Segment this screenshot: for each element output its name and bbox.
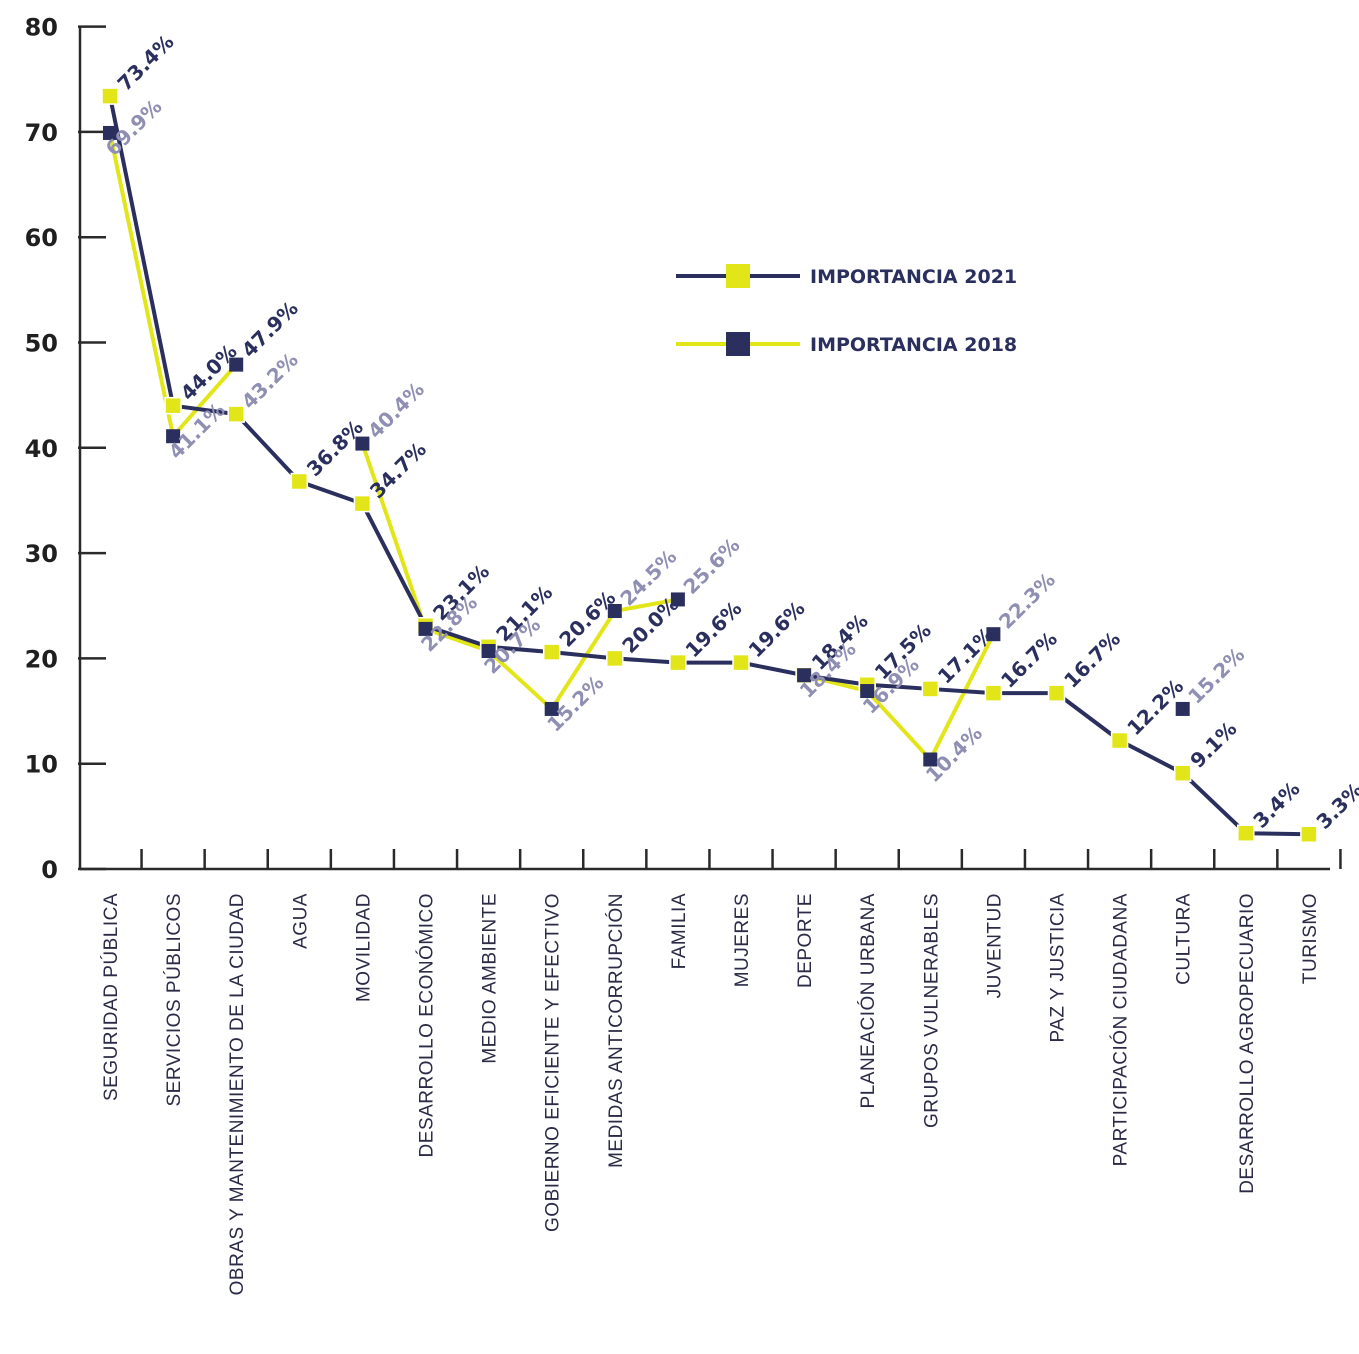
x-category-label: GRUPOS VULNERABLES [921, 893, 942, 1128]
x-category-label: AGUA [290, 893, 311, 949]
series-2018-point [923, 752, 938, 767]
x-axis-categories: SEGURIDAD PÚBLICA SERVICIOS PÚBLICOS OBRAS… [100, 849, 1342, 1295]
extra-data-label: 43.2% [237, 348, 303, 414]
x-category-label: MUJERES [732, 893, 753, 987]
y-tick-label: 20 [25, 645, 58, 673]
series-2018-point [607, 604, 622, 619]
y-tick-label: 10 [25, 751, 58, 779]
series-2021-point [1237, 824, 1255, 842]
series-2018-point [860, 684, 875, 699]
series-2021-data-label: 17.1% [933, 622, 999, 688]
y-tick-label: 80 [25, 14, 58, 42]
series-2021-point [1300, 825, 1318, 844]
x-category-label: PAZ Y JUSTICIA [1048, 893, 1069, 1043]
series-2021-point [732, 653, 750, 672]
x-category-label: DEPORTE [795, 893, 816, 988]
x-category-label: GOBIERNO EFICIENTE Y EFECTIVO [543, 893, 564, 1232]
series-2021-point [164, 396, 182, 415]
series-2021-data-label: 19.6% [744, 596, 810, 662]
series-2021-point [669, 653, 687, 672]
series-2018-data-label: 47.9% [237, 296, 303, 362]
series-2018-point [670, 592, 685, 607]
series-2021-point [1047, 684, 1066, 702]
series-2018-point [103, 125, 117, 140]
series-2021-point [101, 87, 119, 105]
series-2021-data-label: 3.3% [1311, 778, 1359, 834]
series-2018-line [803, 633, 996, 762]
y-tick-label: 50 [25, 330, 58, 358]
series-2018-point [544, 701, 559, 716]
series-2021-point [1110, 731, 1129, 750]
legend-2021-label: IMPORTANCIA 2021 [810, 266, 1017, 288]
y-tick-label: 40 [25, 435, 58, 463]
series-2018-data-label: 22.3% [994, 568, 1060, 634]
series-2018-point [1175, 701, 1190, 716]
x-category-label: FAMILIA [669, 893, 690, 969]
series-2018-point [166, 429, 181, 444]
series-2021-data-label: 16.7% [996, 627, 1062, 693]
x-category-label: MEDIO AMBIENTE [480, 893, 501, 1064]
series-2018-point [481, 644, 496, 659]
x-category-label: DESARROLLO AGROPECUARIO [1237, 893, 1258, 1194]
series-2021-data-label: 3.4% [1248, 777, 1304, 833]
x-category-label: TURISMO [1300, 893, 1321, 984]
x-category-label: MOVILIDAD [353, 893, 374, 1002]
series-2018-point [986, 627, 1001, 642]
x-category-label: CULTURA [1174, 893, 1195, 985]
series-2021-point [353, 494, 372, 513]
data-labels: 73.4%44.0%36.8%34.7%23.1%21.1%20.6%20.0%… [101, 30, 1359, 834]
series-2018-point [797, 668, 812, 683]
series-2021-point [606, 649, 624, 668]
series-2018-point [418, 621, 433, 636]
legend-2018-label: IMPORTANCIA 2018 [810, 334, 1017, 356]
y-axis-ticks: 0 10 20 30 40 50 60 70 80 [25, 14, 106, 884]
x-category-label: SEGURIDAD PÚBLICA [100, 893, 122, 1101]
series-2018-point [229, 357, 244, 372]
series-2021-data-label: 34.7% [365, 437, 431, 503]
y-tick-label: 70 [25, 119, 58, 147]
y-tick-label: 60 [25, 224, 58, 252]
x-category-label: PLANEACIÓN URBANA [857, 893, 879, 1108]
x-category-label: MEDIDAS ANTICORRUPCIÓN [605, 893, 627, 1168]
series-2021-point [227, 405, 245, 423]
x-category-label: DESARROLLO ECONÓMICO [416, 893, 438, 1157]
series-2021-data-label: 19.6% [680, 596, 746, 662]
series-2018-line [108, 132, 238, 439]
legend-2018-marker [726, 332, 750, 356]
series-2021-point [984, 684, 1003, 702]
series-2018-data-label: 15.2% [1183, 642, 1249, 708]
series-2018-point [355, 436, 370, 451]
x-category-label: SERVICIOS PÚBLICOS [163, 893, 185, 1107]
x-category-label: OBRAS Y MANTENIMIENTO DE LA CIUDAD [227, 893, 248, 1295]
series-2021-data-label: 73.4% [113, 30, 179, 96]
series-2021-data-label: 16.7% [1059, 627, 1125, 693]
y-tick-label: 30 [25, 540, 58, 568]
series-2021-data-label: 9.1% [1185, 717, 1241, 773]
series-2021-point [921, 680, 940, 698]
series-markers [101, 87, 1318, 844]
series-2021-point [290, 472, 309, 491]
legend-2021-marker [726, 264, 750, 288]
x-category-label: PARTICIPACIÓN CIUDADANA [1110, 893, 1132, 1166]
x-category-label: JUVENTUD [984, 893, 1005, 998]
series-2021-point [542, 643, 561, 661]
series-2018-line [360, 442, 679, 711]
y-tick-label: 0 [41, 856, 58, 884]
series-2018-data-label: 25.6% [678, 533, 744, 599]
series-2021-line [108, 95, 1309, 837]
series-2021-point [1173, 764, 1192, 782]
legend: IMPORTANCIA 2021 IMPORTANCIA 2018 [676, 264, 1017, 356]
series-2018-data-label: 40.4% [363, 377, 429, 443]
